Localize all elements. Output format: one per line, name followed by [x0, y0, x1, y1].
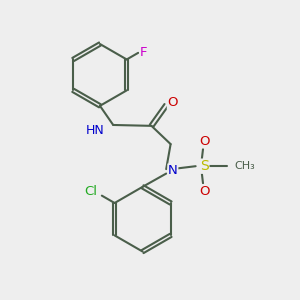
Text: HN: HN [86, 124, 105, 137]
Text: N: N [168, 164, 178, 177]
Text: O: O [167, 96, 178, 110]
Text: Cl: Cl [84, 185, 98, 198]
Text: CH₃: CH₃ [235, 161, 256, 171]
Text: O: O [199, 135, 210, 148]
Text: O: O [199, 185, 210, 198]
Text: S: S [200, 159, 209, 173]
Text: F: F [140, 46, 147, 59]
